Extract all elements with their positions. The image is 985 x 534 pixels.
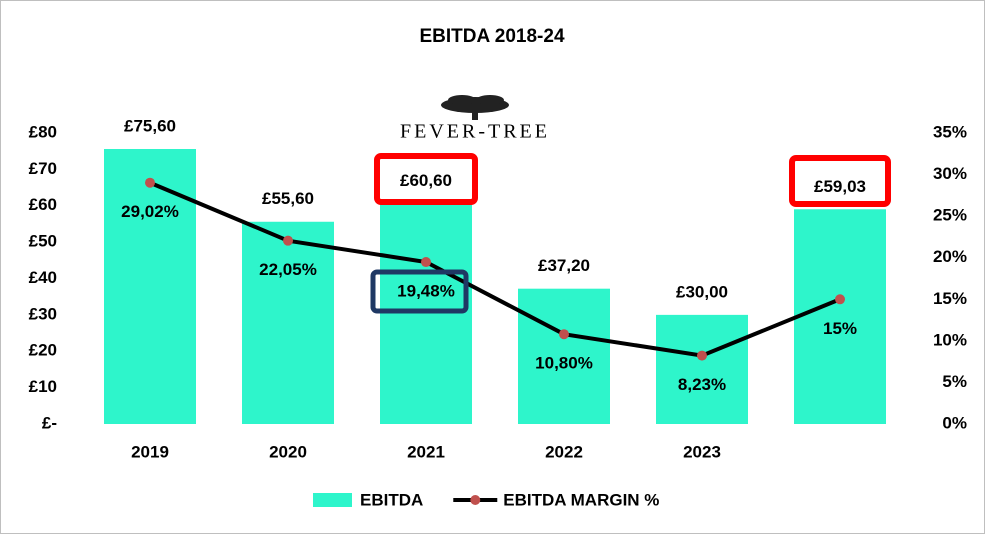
y-tick-label: £80	[29, 122, 57, 141]
plot: £- £10 £20 £30 £40 £50 £60 £70 £80 0% 5% 10% 15% 20% 2…	[29, 116, 967, 509]
x-tick-label: 2019	[131, 442, 169, 461]
y2-tick-label: 5%	[942, 372, 967, 391]
y-tick-label: £60	[29, 195, 57, 214]
line-marker	[421, 257, 431, 268]
legend-label: EBITDA MARGIN %	[503, 490, 659, 509]
line-marker	[559, 329, 569, 340]
bar-value-label: £55,60	[262, 189, 314, 208]
highlight-box	[370, 269, 469, 314]
bar-value-label: £75,60	[124, 116, 176, 135]
bar	[518, 288, 610, 424]
bar	[380, 203, 472, 424]
y-tick-label: £30	[29, 304, 57, 323]
bar-value-label: £60,60	[400, 171, 452, 190]
bar-value-label: £37,20	[538, 256, 590, 275]
bar-value-label: £59,03	[814, 177, 866, 196]
y-tick-label: £40	[29, 268, 57, 287]
line-value-label: 29,02%	[121, 202, 179, 221]
x-tick-label: 2023	[683, 442, 721, 461]
y2-tick-label: 25%	[933, 206, 967, 225]
y2-tick-label: 10%	[933, 330, 967, 349]
line-marker	[835, 294, 845, 305]
bar	[242, 221, 334, 424]
chart-title: EBITDA 2018-24	[419, 26, 564, 47]
x-tick-label: 2022	[545, 442, 583, 461]
line-value-label: 15%	[823, 319, 857, 338]
bar	[656, 314, 748, 424]
legend-marker	[470, 495, 481, 505]
y2-tick-label: 0%	[942, 413, 967, 432]
logo-tree	[441, 95, 509, 120]
x-tick-label: 2020	[269, 442, 307, 461]
bar	[794, 209, 886, 424]
line-marker	[283, 235, 293, 246]
line-value-label: 22,05%	[259, 260, 317, 279]
y-tick-label: £-	[42, 413, 57, 432]
x-tick-label: 2021	[407, 442, 445, 461]
highlight-box	[374, 153, 478, 205]
legend-label: EBITDA	[360, 490, 423, 509]
y-tick-label: £20	[29, 341, 57, 360]
highlight-box	[789, 155, 891, 207]
logo-text: FEVER-TREE	[400, 121, 550, 143]
bar-value-label: £30,00	[676, 282, 728, 301]
y2-tick-label: 30%	[933, 164, 967, 183]
y2-tick-label: 20%	[933, 247, 967, 266]
bar	[104, 149, 196, 424]
line-value-label: 10,80%	[535, 354, 593, 373]
y2-tick-label: 15%	[933, 289, 967, 308]
y-tick-label: £50	[29, 232, 57, 251]
y-tick-label: £70	[29, 159, 57, 178]
legend-swatch	[313, 493, 352, 507]
line-marker	[145, 177, 155, 188]
line-marker	[697, 350, 707, 361]
line-value-label: 8,23%	[678, 375, 726, 394]
y2-tick-label: 35%	[933, 122, 967, 141]
line	[149, 180, 841, 358]
line-value-label: 19,48%	[397, 282, 455, 301]
y-tick-label: £10	[29, 377, 57, 396]
